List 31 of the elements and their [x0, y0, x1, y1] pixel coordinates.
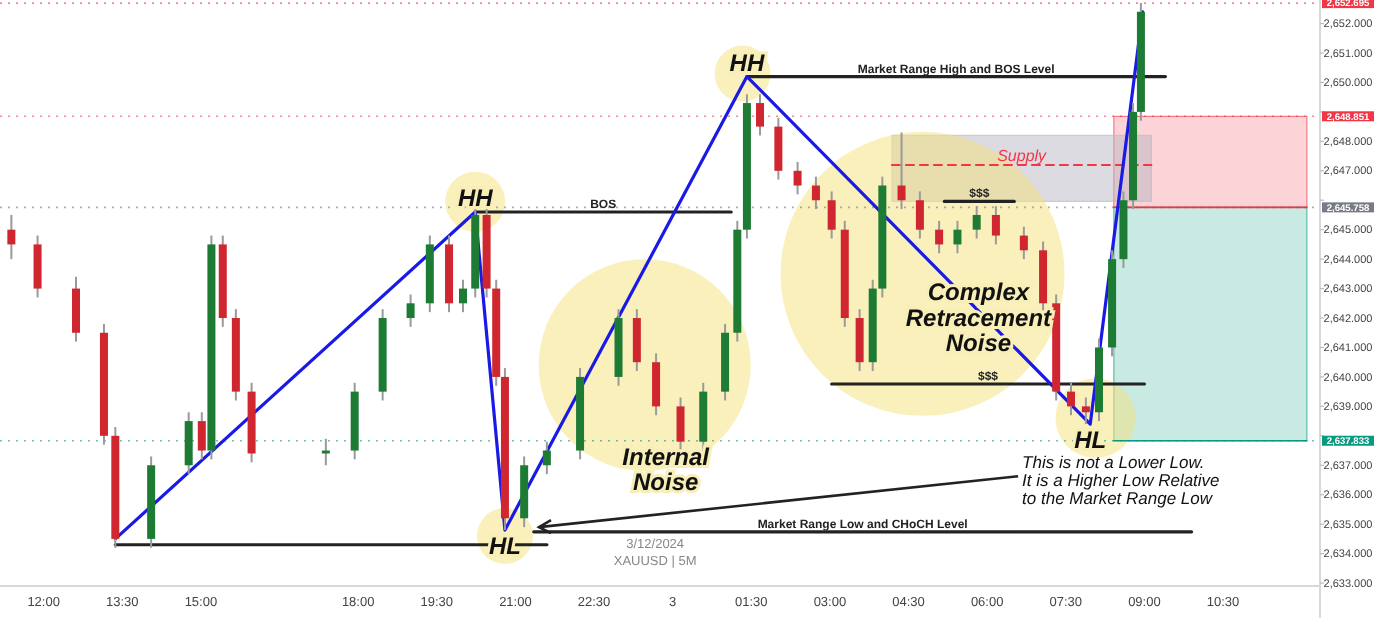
candlestick [1019, 225, 1028, 261]
candlestick [972, 205, 981, 240]
candlestick [459, 278, 467, 314]
candlestick [33, 234, 42, 299]
candlestick [811, 175, 820, 211]
candlestick [7, 213, 16, 261]
candlestick [953, 219, 962, 255]
candlestick [652, 352, 661, 417]
candlestick [1067, 381, 1076, 417]
candlestick [935, 219, 944, 255]
candlestick [197, 411, 206, 461]
annotation: HL [1074, 426, 1107, 455]
annotation: This is not a Lower Low. It is a Higher Low Relative to the Market Range Low [1022, 452, 1221, 508]
candlestick [542, 440, 551, 476]
candlestick [72, 275, 80, 343]
candlestick [632, 308, 641, 373]
candlestick [827, 190, 836, 240]
candlestick [184, 411, 193, 476]
candlestick [406, 293, 415, 328]
candlestick [793, 160, 802, 196]
candlestick [991, 205, 1000, 246]
candlestick [756, 93, 765, 137]
annotation: HH [457, 184, 494, 213]
candlestick [1081, 396, 1090, 426]
candlestick [774, 116, 783, 181]
annotation: Internal Noise [622, 443, 711, 497]
series-label: Supply [997, 146, 1049, 165]
candlestick [855, 308, 864, 373]
candlestick [897, 131, 906, 211]
candlestick [915, 190, 924, 240]
annotation: HH [729, 48, 765, 77]
